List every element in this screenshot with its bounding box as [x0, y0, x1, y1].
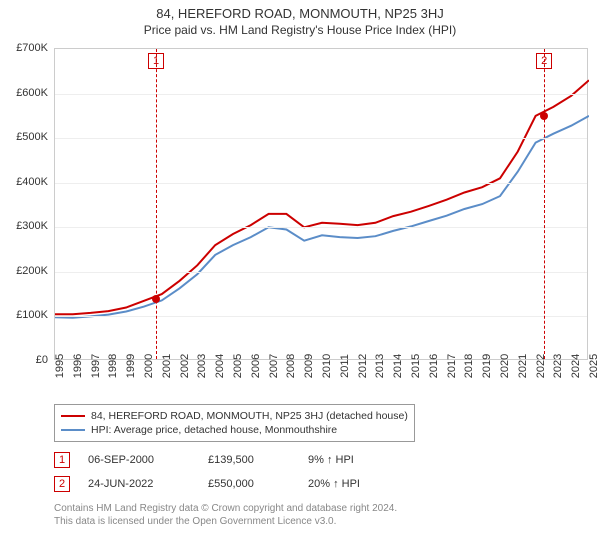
y-tick-label: £100K	[0, 309, 48, 321]
sale-badge: 1	[54, 452, 70, 468]
sale-delta-vs-hpi: 9% ↑ HPI	[308, 454, 418, 466]
sale-marker-badge: 2	[536, 53, 552, 69]
sale-delta-vs-hpi: 20% ↑ HPI	[308, 478, 418, 490]
x-tick-label: 1999	[125, 354, 137, 378]
x-tick-label: 2002	[179, 354, 191, 378]
x-tick-label: 2010	[321, 354, 333, 378]
chart-title: 84, HEREFORD ROAD, MONMOUTH, NP25 3HJ	[0, 0, 600, 21]
sale-date: 24-JUN-2022	[88, 478, 208, 490]
x-tick-label: 2008	[285, 354, 297, 378]
y-tick-label: £0	[0, 354, 48, 366]
x-tick-label: 1998	[107, 354, 119, 378]
x-tick-label: 2009	[303, 354, 315, 378]
x-tick-label: 1995	[54, 354, 66, 378]
x-tick-label: 2000	[143, 354, 155, 378]
sales-table-row: 1 06-SEP-2000£139,5009% ↑ HPI	[54, 448, 418, 472]
x-tick-label: 2004	[214, 354, 226, 378]
x-tick-label: 2003	[196, 354, 208, 378]
sale-marker-dot	[152, 295, 160, 303]
sale-date: 06-SEP-2000	[88, 454, 208, 466]
sales-table-row: 2 24-JUN-2022£550,00020% ↑ HPI	[54, 472, 418, 496]
sale-price: £139,500	[208, 454, 308, 466]
x-tick-label: 2013	[374, 354, 386, 378]
x-tick-label: 2001	[161, 354, 173, 378]
chart-subtitle: Price paid vs. HM Land Registry's House …	[0, 21, 600, 41]
x-tick-label: 2025	[588, 354, 600, 378]
y-tick-label: £500K	[0, 131, 48, 143]
legend-row: HPI: Average price, detached house, Monm…	[61, 423, 408, 437]
sale-marker-badge: 1	[148, 53, 164, 69]
footer-line-1: Contains HM Land Registry data © Crown c…	[54, 502, 397, 515]
x-tick-label: 1997	[90, 354, 102, 378]
y-tick-label: £300K	[0, 220, 48, 232]
y-tick-label: £200K	[0, 265, 48, 277]
sale-badge: 2	[54, 476, 70, 492]
x-tick-label: 2016	[428, 354, 440, 378]
series-line	[55, 116, 589, 318]
legend-row: 84, HEREFORD ROAD, MONMOUTH, NP25 3HJ (d…	[61, 409, 408, 423]
x-tick-label: 2011	[339, 354, 351, 378]
x-tick-label: 2020	[499, 354, 511, 378]
x-tick-label: 2005	[232, 354, 244, 378]
x-tick-label: 2021	[517, 354, 529, 378]
legend-label: 84, HEREFORD ROAD, MONMOUTH, NP25 3HJ (d…	[91, 410, 408, 422]
x-tick-label: 2017	[446, 354, 458, 378]
plot-area: 12	[54, 48, 588, 360]
x-tick-label: 2014	[392, 354, 404, 378]
x-tick-label: 2024	[570, 354, 582, 378]
y-tick-label: £600K	[0, 87, 48, 99]
series-line	[55, 80, 589, 314]
sale-marker-vline	[544, 49, 545, 359]
x-tick-label: 1996	[72, 354, 84, 378]
legend: 84, HEREFORD ROAD, MONMOUTH, NP25 3HJ (d…	[54, 404, 415, 442]
x-tick-label: 2006	[250, 354, 262, 378]
x-tick-label: 2015	[410, 354, 422, 378]
x-tick-label: 2019	[481, 354, 493, 378]
footer-line-2: This data is licensed under the Open Gov…	[54, 515, 397, 528]
sales-table: 1 06-SEP-2000£139,5009% ↑ HPI 2 24-JUN-2022…	[54, 448, 418, 496]
price-chart-container: 84, HEREFORD ROAD, MONMOUTH, NP25 3HJ Pr…	[0, 0, 600, 560]
legend-swatch	[61, 429, 85, 431]
sale-marker-dot	[540, 112, 548, 120]
x-tick-label: 2022	[535, 354, 547, 378]
y-tick-label: £400K	[0, 176, 48, 188]
sale-marker-vline	[156, 49, 157, 359]
legend-label: HPI: Average price, detached house, Monm…	[91, 424, 337, 436]
y-tick-label: £700K	[0, 42, 48, 54]
x-tick-label: 2007	[268, 354, 280, 378]
sale-price: £550,000	[208, 478, 308, 490]
footer-attribution: Contains HM Land Registry data © Crown c…	[54, 502, 397, 528]
series-lines	[55, 49, 589, 361]
x-tick-label: 2018	[463, 354, 475, 378]
x-tick-label: 2012	[357, 354, 369, 378]
x-tick-label: 2023	[552, 354, 564, 378]
legend-swatch	[61, 415, 85, 417]
